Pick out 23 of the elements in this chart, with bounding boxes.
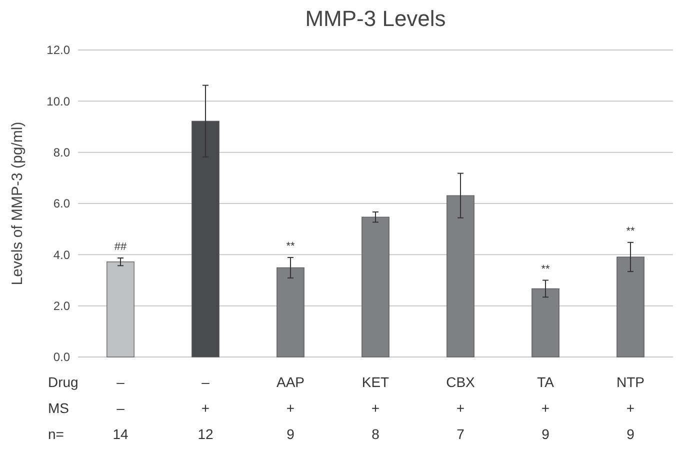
x-tick-label: KET + 8 bbox=[362, 374, 390, 442]
x-tick-label: AAP + 9 bbox=[276, 374, 305, 442]
x-tick-label: TA + 9 bbox=[537, 374, 555, 442]
y-tick-label: 0.0 bbox=[53, 350, 70, 364]
x-tick-label: NTP + 9 bbox=[616, 374, 644, 442]
y-tick-label: 2.0 bbox=[53, 299, 70, 314]
x-tick-label: – + 12 bbox=[198, 374, 214, 442]
text: n= bbox=[48, 426, 64, 442]
y-tick-label: 4.0 bbox=[53, 248, 70, 262]
annotation: ** bbox=[541, 263, 550, 276]
y-tick-label: 12.0 bbox=[46, 43, 70, 58]
annotation: ## bbox=[114, 240, 128, 253]
annotation: ** bbox=[626, 225, 636, 238]
chart-title: MMP-3 Levels bbox=[305, 6, 446, 31]
text: Drug bbox=[48, 374, 78, 390]
annotation: ** bbox=[286, 240, 296, 252]
x-tick-label: – – 14 bbox=[112, 374, 128, 442]
y-tick-label: 8.0 bbox=[53, 146, 70, 160]
y-axis-title: Levels of MMP-3 (pg/ml) bbox=[9, 122, 26, 286]
x-tick-label: CBX + 7 bbox=[446, 374, 476, 442]
y-tick-label: 6.0 bbox=[53, 196, 70, 211]
y-tick-label: 10.0 bbox=[46, 94, 70, 108]
text: MS bbox=[48, 400, 69, 416]
